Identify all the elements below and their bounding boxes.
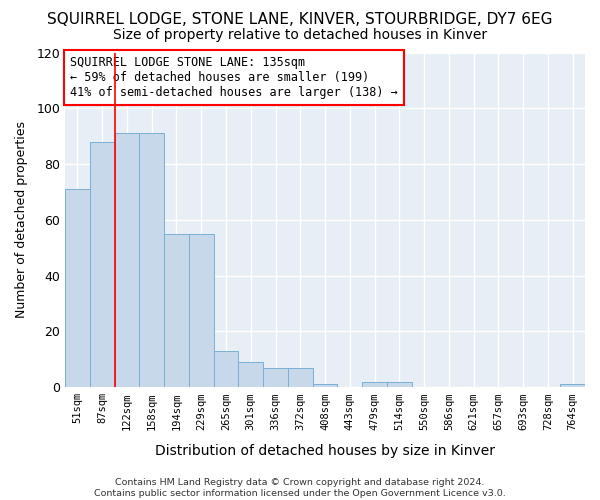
Bar [387,382,412,387]
Bar [362,382,387,387]
Text: Size of property relative to detached houses in Kinver: Size of property relative to detached ho… [113,28,487,42]
Bar [139,134,164,387]
Bar [560,384,585,387]
Bar [288,368,313,387]
Y-axis label: Number of detached properties: Number of detached properties [15,122,28,318]
X-axis label: Distribution of detached houses by size in Kinver: Distribution of detached houses by size … [155,444,495,458]
Text: SQUIRREL LODGE STONE LANE: 135sqm
← 59% of detached houses are smaller (199)
41%: SQUIRREL LODGE STONE LANE: 135sqm ← 59% … [70,56,398,99]
Bar [313,384,337,387]
Bar [214,351,238,387]
Text: SQUIRREL LODGE, STONE LANE, KINVER, STOURBRIDGE, DY7 6EG: SQUIRREL LODGE, STONE LANE, KINVER, STOU… [47,12,553,28]
Bar [115,134,139,387]
Bar [65,189,90,387]
Bar [90,142,115,387]
Bar [238,362,263,387]
Bar [263,368,288,387]
Bar [189,234,214,387]
Text: Contains HM Land Registry data © Crown copyright and database right 2024.
Contai: Contains HM Land Registry data © Crown c… [94,478,506,498]
Bar [164,234,189,387]
